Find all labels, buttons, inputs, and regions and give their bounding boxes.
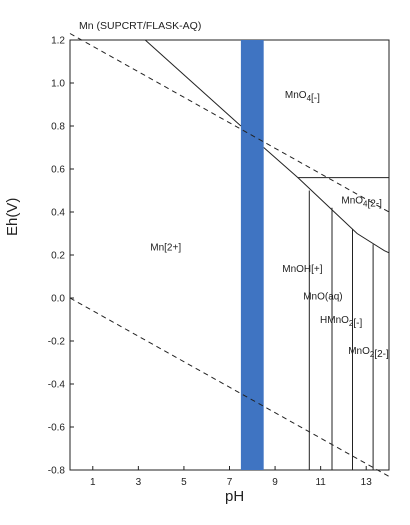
x-tick-label: 9 — [272, 477, 278, 488]
y-tick-label: -0.6 — [48, 423, 66, 434]
y-tick-label: -0.4 — [48, 380, 66, 391]
plot-frame — [69, 39, 390, 471]
y-tick-label: 0.6 — [51, 165, 65, 176]
y-tick-label: 0.0 — [51, 294, 65, 305]
y-axis-label: Eh(V) — [4, 197, 21, 236]
water-stability-line-9 — [69, 297, 390, 477]
x-tick-label: 1 — [90, 477, 96, 488]
y-tick-label: 1.0 — [51, 79, 65, 90]
x-tick-label: 7 — [227, 477, 233, 488]
x-tick-label: 5 — [181, 477, 187, 488]
highlight-band — [240, 40, 264, 470]
y-tick-label: 0.2 — [51, 251, 65, 262]
region-label: Mn[2+] — [150, 243, 181, 254]
x-tick-label: 3 — [136, 477, 142, 488]
x-tick-label: 11 — [315, 477, 326, 488]
x-axis-label: pH — [225, 488, 245, 505]
y-tick-label: 0.8 — [51, 122, 65, 133]
y-tick-label: 1.2 — [51, 36, 65, 47]
region-label: MnO2[2-] — [348, 346, 389, 360]
boundary-line-0 — [144, 39, 242, 127]
region-label: MnOH[+] — [282, 264, 323, 275]
y-tick-label: -0.2 — [48, 337, 66, 348]
region-label: MnO(aq) — [303, 292, 342, 303]
y-tick-label: -0.8 — [48, 466, 66, 477]
y-tick-label: 0.4 — [51, 208, 65, 219]
x-tick-label: 13 — [361, 477, 373, 488]
region-label: MnO4[-] — [285, 90, 320, 104]
chart-title: Mn (SUPCRT/FLASK-AQ) — [79, 20, 202, 32]
region-label: HMnO2[-] — [320, 315, 362, 329]
water-stability-line-8 — [69, 33, 390, 213]
boundary-line-2 — [297, 177, 390, 254]
region-label: MnO4[2-] — [341, 195, 382, 209]
